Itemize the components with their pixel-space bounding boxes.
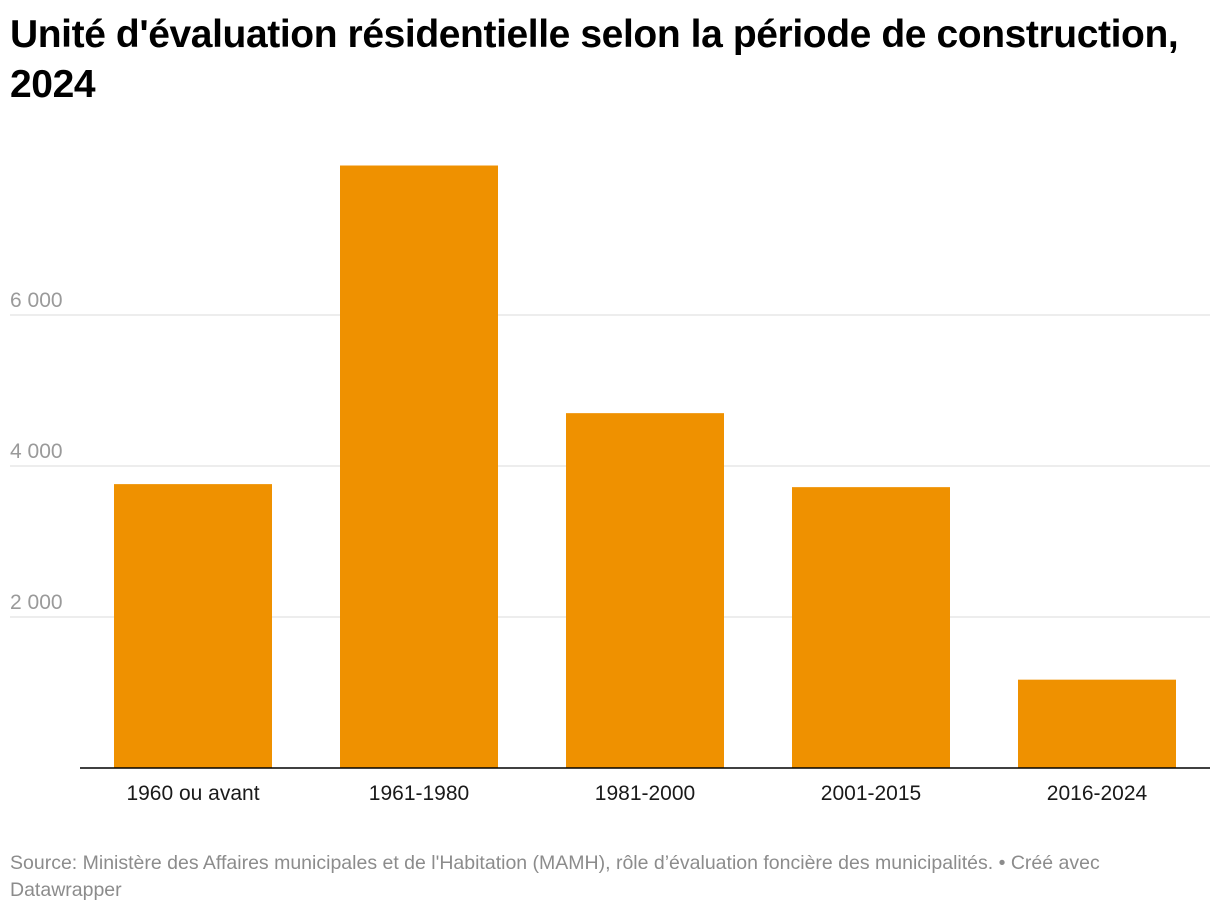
x-tick-label: 1960 ou avant [126, 782, 259, 805]
bar-1960-ou-avant [114, 484, 272, 768]
y-tick-label: 2 000 [10, 591, 63, 614]
bar-2001-2015 [792, 487, 950, 768]
y-tick-label: 6 000 [10, 289, 63, 312]
axis-labels: 2 000 4 000 6 000 1960 ou avant 1961-1980 198… [10, 289, 1148, 805]
chart-title: Unité d'évaluation résidentielle selon l… [10, 13, 1179, 106]
x-tick-label: 2001-2015 [821, 782, 921, 805]
bar-1981-2000 [566, 413, 724, 768]
source-note: Source: Ministère des Affaires municipal… [10, 852, 1100, 901]
bars [114, 165, 1176, 768]
x-tick-label: 1961-1980 [369, 782, 469, 805]
bar-1961-1980 [340, 165, 498, 768]
x-tick-label: 2016-2024 [1047, 782, 1148, 805]
x-tick-label: 1981-2000 [595, 782, 695, 805]
bar-2016-2024 [1018, 679, 1176, 768]
bar-chart: 2 000 4 000 6 000 1960 ou avant 1961-1980 198… [10, 165, 1210, 805]
y-tick-label: 4 000 [10, 440, 63, 463]
